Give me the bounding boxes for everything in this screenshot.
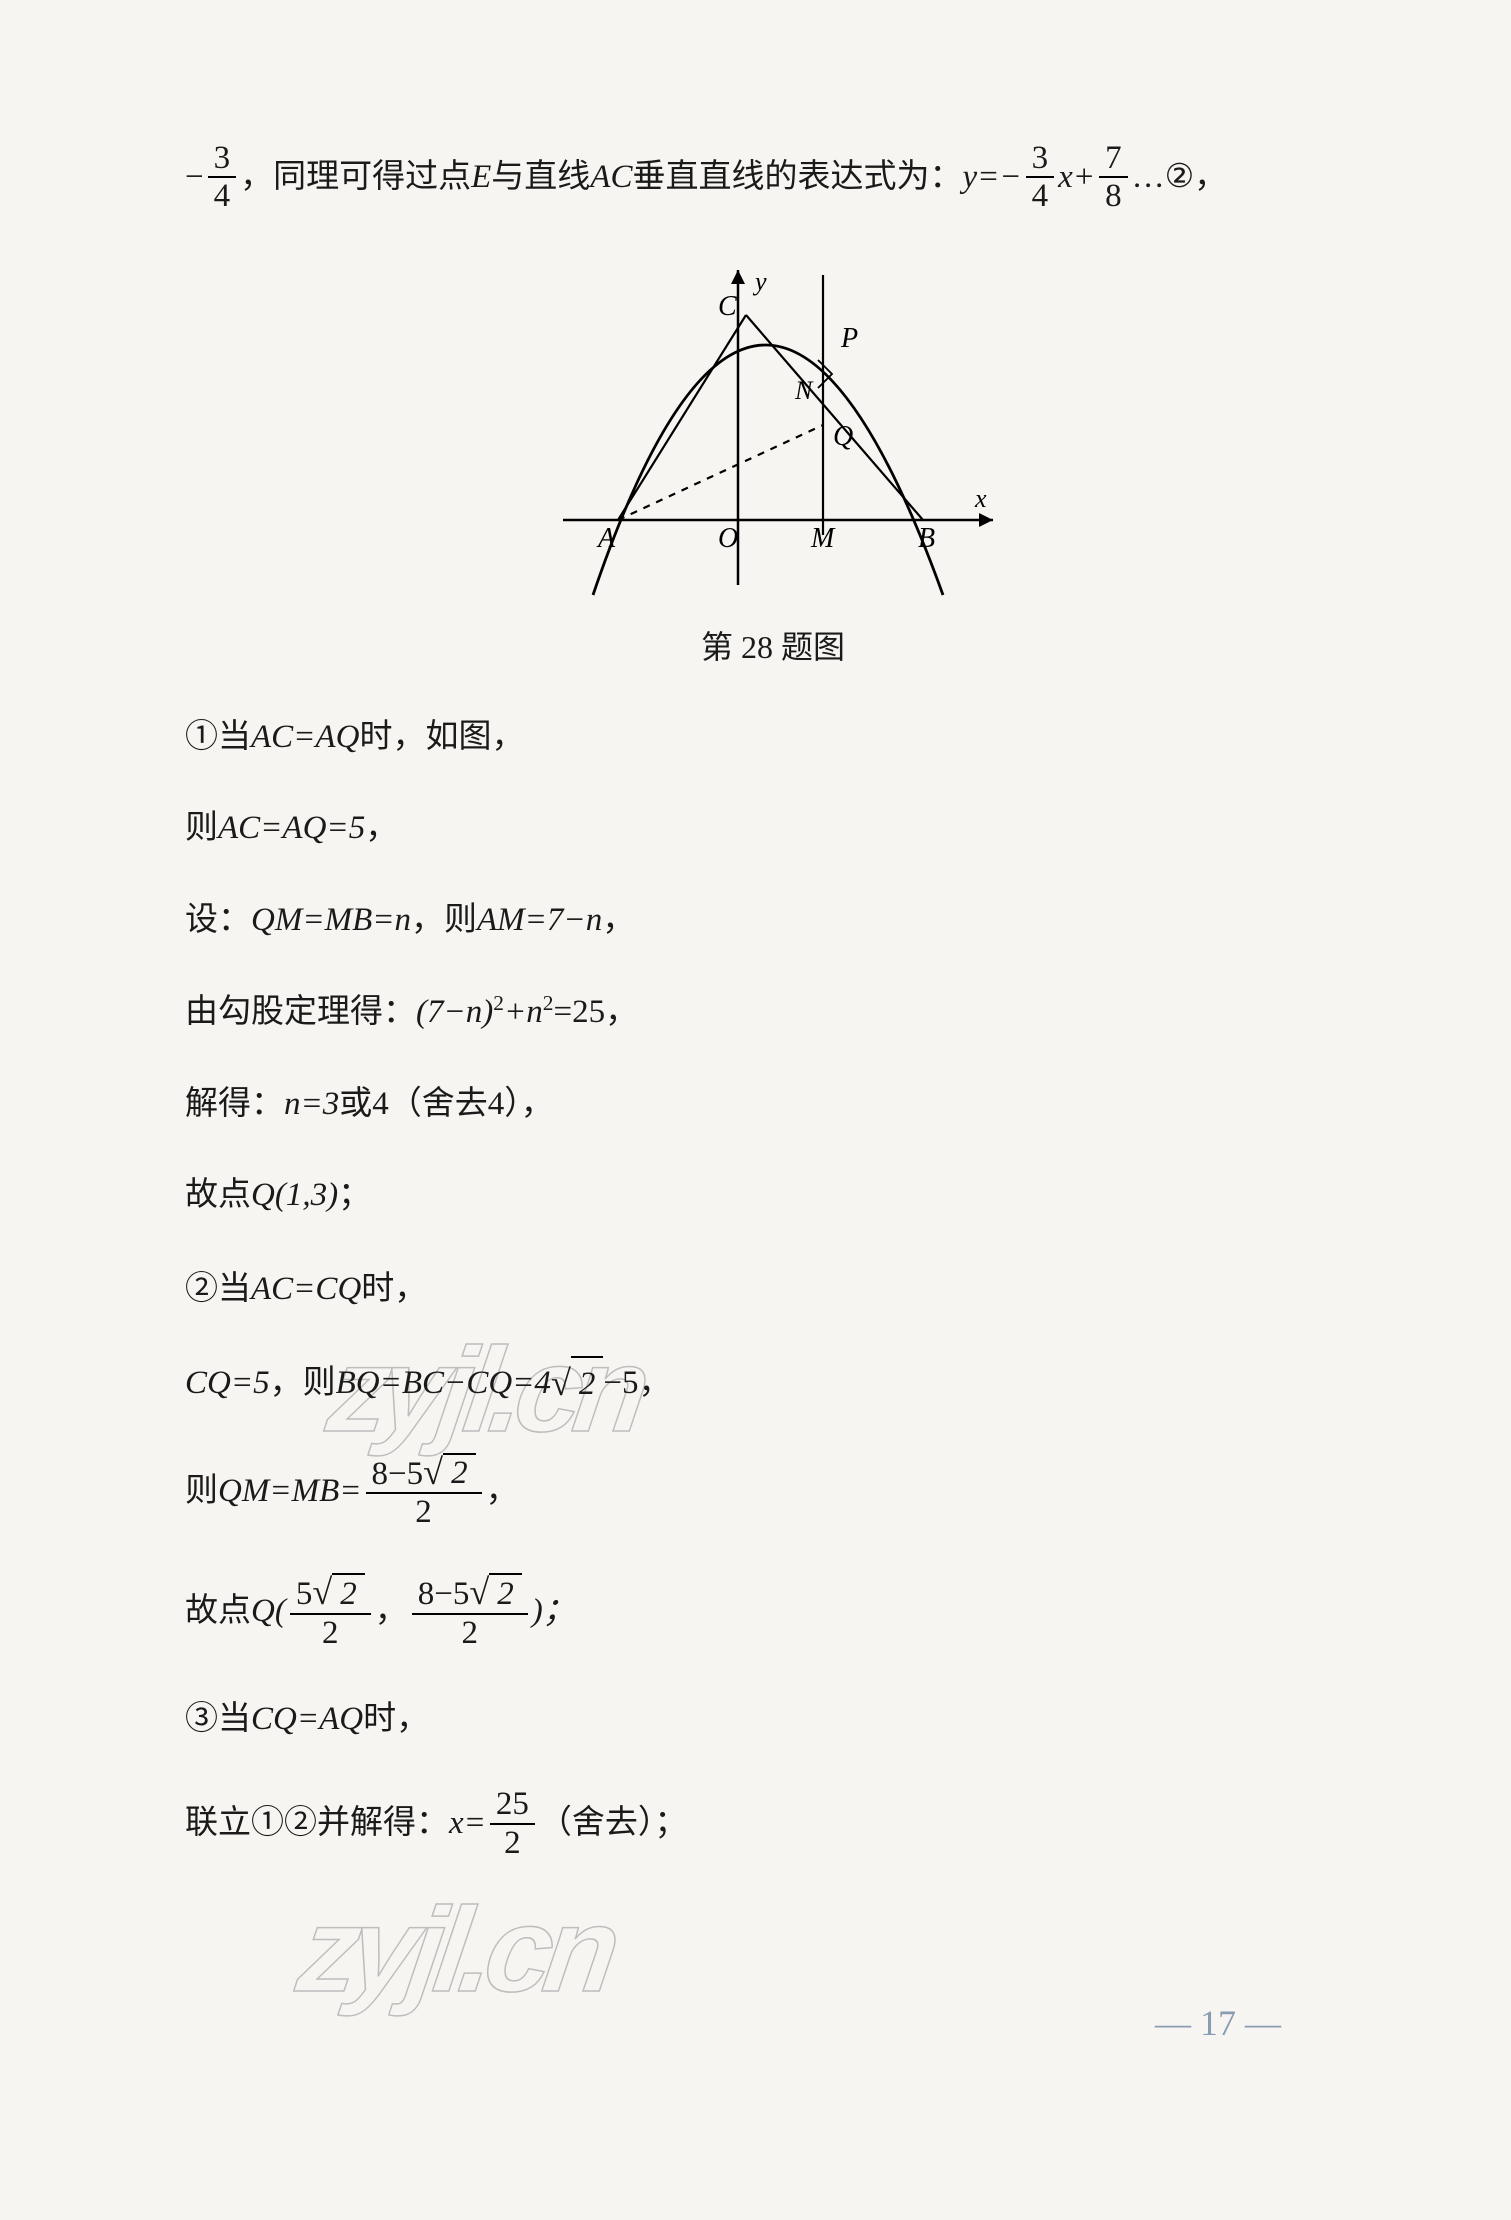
fraction: 5√2 2 (290, 1573, 371, 1651)
figure-28: y x A O M B C P N Q 第 28 题图 (185, 245, 1361, 671)
math: AC=AQ (251, 719, 359, 755)
text: ②当 (185, 1263, 251, 1313)
fraction-7-8: 7 8 (1099, 140, 1128, 215)
label-B: B (918, 523, 935, 554)
text: ，则 (411, 902, 477, 938)
text: 联立①②并解得： (185, 1799, 449, 1849)
figure-caption: 第 28 题图 (185, 623, 1361, 671)
text: 或4（舍去4）， (339, 1086, 554, 1122)
label-P: P (840, 323, 858, 354)
label-O: O (718, 523, 738, 554)
text-segment: 垂直直线的表达式为： (632, 153, 962, 203)
math: n=3 (284, 1086, 339, 1122)
fraction-25-2: 25 2 (490, 1786, 535, 1861)
label-N: N (794, 376, 814, 405)
text: 时， (361, 1271, 427, 1307)
math: )； (532, 1587, 576, 1637)
text: ； (338, 1177, 371, 1213)
text: ③当 (185, 1693, 251, 1743)
math: AC=CQ (251, 1271, 361, 1307)
watermark-2: zyjl.cn (287, 1860, 623, 2040)
line-6: 故点Q(1,3)； (185, 1171, 1361, 1221)
line-7: ②当AC=CQ时， (185, 1263, 1361, 1315)
text: ①当 (185, 711, 251, 761)
math: x= (449, 1799, 486, 1849)
line-5: 解得：n=3或4（舍去4）， (185, 1080, 1361, 1130)
label-y: y (752, 267, 767, 296)
page-number: — 17 — (1155, 1996, 1281, 2050)
line-12: 联立①②并解得：x= 25 2 （舍去）； (185, 1786, 1361, 1861)
label-M: M (810, 523, 836, 554)
sup: 2 (493, 991, 504, 1015)
line-11: ③当CQ=AQ时， (185, 1693, 1361, 1745)
text: ，则 (270, 1359, 336, 1409)
var-x: x+ (1058, 153, 1095, 203)
text: =25， (553, 994, 638, 1030)
comma: ， (375, 1587, 408, 1637)
text-segment: ，同理可得过点 (240, 153, 471, 203)
var-AC: AC (590, 153, 632, 203)
line-8: CQ=5，则BQ=BC−CQ=4√2−5， (185, 1356, 1361, 1410)
top-expression: − 3 4 ，同理可得过点 E 与直线 AC 垂直直线的表达式为： y=− 3 … (185, 140, 1361, 215)
text: −5， (603, 1359, 671, 1409)
text: 则 (185, 810, 218, 846)
line-4: 由勾股定理得：(7−n)2+n2=25， (185, 987, 1361, 1038)
math: CQ=5 (185, 1359, 270, 1409)
fraction-3-4: 3 4 (208, 140, 237, 215)
text: 设： (185, 902, 251, 938)
text: 时， (363, 1701, 429, 1737)
text: 故点 (185, 1587, 251, 1637)
var-E: E (471, 153, 491, 203)
math: BQ=BC−CQ=4 (336, 1359, 551, 1409)
text: ， (365, 810, 398, 846)
text: 由勾股定理得： (185, 994, 416, 1030)
math: QM=MB=n (251, 902, 411, 938)
text: （舍去）； (539, 1799, 688, 1849)
sqrt: √2 (551, 1356, 603, 1410)
math: Q(1,3) (251, 1177, 338, 1213)
text-segment: 与直线 (491, 153, 590, 203)
minus-sign: − (185, 153, 204, 203)
line-10: 故点Q( 5√2 2 ， 8−5√2 2 )； (185, 1573, 1361, 1651)
sup: 2 (543, 991, 554, 1015)
line-1: ①当AC=AQ时，如图， (185, 711, 1361, 763)
text: ， (602, 902, 635, 938)
label-x: x (974, 484, 987, 513)
line-3: 设：QM=MB=n，则AM=7−n， (185, 896, 1361, 946)
math: AM=7−n (477, 902, 602, 938)
fraction: 8−5√2 2 (366, 1453, 482, 1531)
eq-y: y=− (962, 153, 1021, 203)
tail-text: …②， (1132, 153, 1228, 203)
label-A: A (596, 523, 616, 554)
label-C: C (718, 291, 737, 322)
fraction: 8−5√2 2 (412, 1573, 528, 1651)
fraction-3-4b: 3 4 (1026, 140, 1055, 215)
text: 解得： (185, 1086, 284, 1122)
text: 则 (185, 1467, 218, 1517)
math: (7−n) (416, 994, 493, 1030)
math: AC=AQ=5 (218, 810, 365, 846)
math: CQ=AQ (251, 1701, 363, 1737)
text: ， (486, 1467, 519, 1517)
math: +n (504, 994, 543, 1030)
line-9: 则QM=MB= 8−5√2 2 ， (185, 1453, 1361, 1531)
text: 故点 (185, 1177, 251, 1213)
line-2: 则AC=AQ=5， (185, 804, 1361, 854)
parabola-diagram: y x A O M B C P N Q (523, 245, 1023, 605)
label-Q: Q (833, 421, 853, 452)
math: QM=MB= (218, 1467, 362, 1517)
text: 时，如图， (359, 719, 524, 755)
math: Q( (251, 1587, 286, 1637)
